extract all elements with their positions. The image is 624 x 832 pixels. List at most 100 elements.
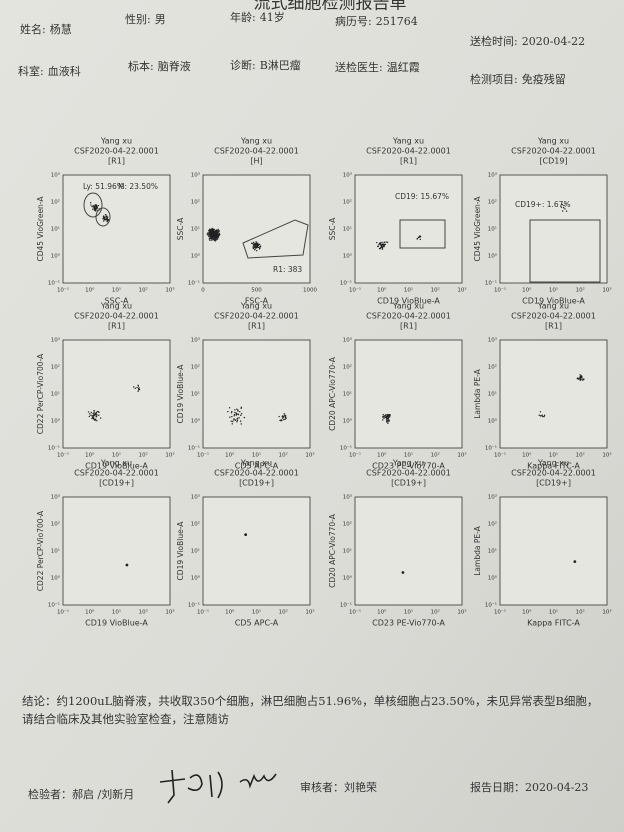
event-dot (211, 239, 213, 241)
event-dot (233, 419, 235, 421)
plot-name: Yang xu (100, 137, 132, 146)
event-dot (212, 228, 215, 230)
field: 送检医生: 温红霞 (335, 60, 420, 74)
event-dot (217, 230, 219, 232)
y-tick-label: 10¹ (343, 548, 352, 555)
event-dot (212, 238, 214, 240)
event-dot (216, 238, 219, 240)
event-dot (581, 376, 583, 379)
x-tick-label: 10³ (165, 452, 174, 459)
y-tick-label: 10⁰ (51, 575, 61, 582)
event-dot (213, 234, 215, 236)
x-tick-label: 10² (576, 452, 585, 459)
y-axis-label: CD45 VioGreen-A (473, 196, 482, 262)
x-tick-label: 10⁰ (377, 452, 387, 459)
event-dot (541, 414, 543, 416)
plot-frame (499, 339, 608, 449)
x-tick-label: 10¹ (252, 452, 261, 459)
x-tick-label: 1000 (303, 288, 317, 294)
x-tick-label: 10² (139, 452, 148, 459)
y-tick-label: 10⁻¹ (340, 280, 352, 287)
y-tick-label: 10³ (343, 494, 352, 501)
event-dot (95, 415, 98, 417)
event-dot (283, 413, 285, 415)
event-dot (252, 241, 255, 244)
event-dot (208, 235, 210, 238)
event-dot (107, 219, 109, 222)
field-value: 251764 (376, 15, 418, 28)
event-dot (211, 227, 213, 230)
event-dot (104, 213, 107, 216)
event-dot (231, 415, 233, 418)
y-tick-label: 10² (343, 364, 352, 371)
event-dot (90, 414, 92, 417)
event-dot (579, 378, 582, 381)
event-dot (97, 204, 100, 207)
plot-frame (499, 174, 608, 284)
event-dot (231, 423, 233, 425)
event-dot (215, 229, 217, 232)
x-tick-label: 10⁰ (377, 609, 387, 616)
y-axis-label: SSC-A (328, 217, 337, 240)
y-tick-label: 10⁰ (343, 575, 353, 582)
x-tick-label: 10⁰ (85, 452, 95, 459)
conclusion-line: 结论：约1200uL脑脊液，共收取350个细胞，淋巴细胞占51.96%，单核细胞… (22, 694, 598, 708)
event-dot (385, 241, 387, 243)
x-tick-label: 10³ (602, 609, 611, 616)
plot-file: CSF2020-04-22.0001 (74, 312, 159, 321)
event-dot (102, 220, 105, 222)
y-tick-label: 10³ (191, 172, 200, 179)
field-label: 科室: (18, 64, 44, 78)
y-tick-label: 10¹ (343, 391, 352, 398)
event-dot (388, 419, 390, 421)
x-axis-label: Kappa FITC-A (527, 462, 580, 471)
x-tick-label: 10⁻¹ (494, 609, 506, 616)
event-dot (382, 414, 384, 416)
y-tick-label: 10⁰ (343, 418, 353, 425)
x-tick-label: 10⁻¹ (57, 452, 69, 459)
event-dot (218, 234, 221, 236)
event-dot (95, 208, 97, 210)
event-dot (237, 413, 240, 416)
y-tick-label: 10¹ (488, 226, 497, 233)
event-dot (285, 417, 287, 419)
field-label: 年龄: (230, 10, 256, 24)
event-dot (383, 245, 385, 248)
event-dot (560, 206, 563, 208)
y-tick-label: 10⁻¹ (340, 602, 352, 609)
event-dot (282, 415, 285, 418)
event-dot (386, 417, 388, 420)
event-dot (211, 232, 214, 234)
event-dot (254, 246, 256, 249)
event-dot (218, 230, 221, 232)
x-tick-label: 10² (576, 287, 585, 294)
plot-file: CSF2020-04-22.0001 (214, 312, 299, 321)
field: 标本: 脑脊液 (128, 59, 191, 73)
y-axis-label: SSC-A (176, 217, 185, 240)
event-dot (384, 243, 387, 246)
event-dot (577, 377, 579, 379)
x-tick-label: 10⁻¹ (57, 609, 69, 616)
event-dot (234, 411, 236, 414)
event-dot (214, 233, 216, 235)
event-dot (236, 419, 239, 422)
event-dot (95, 209, 97, 211)
y-tick-label: 10⁻¹ (188, 602, 200, 609)
y-tick-label: 10³ (51, 494, 60, 501)
gate (95, 207, 111, 227)
field: 科室: 血液科 (18, 64, 81, 78)
event-dot (94, 414, 96, 416)
event-dot (208, 230, 210, 232)
y-tick-label: 10² (488, 364, 497, 371)
plot-name: Yang xu (537, 302, 569, 311)
event-dot (252, 246, 255, 248)
x-tick-label: 10² (139, 287, 148, 294)
x-tick-label: 10¹ (549, 452, 558, 459)
event-dot (418, 236, 421, 238)
plot-name: Yang xu (100, 459, 132, 468)
event-dot (227, 410, 229, 413)
